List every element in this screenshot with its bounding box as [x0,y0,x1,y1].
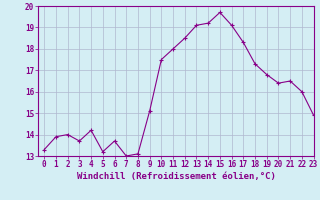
X-axis label: Windchill (Refroidissement éolien,°C): Windchill (Refroidissement éolien,°C) [76,172,276,181]
